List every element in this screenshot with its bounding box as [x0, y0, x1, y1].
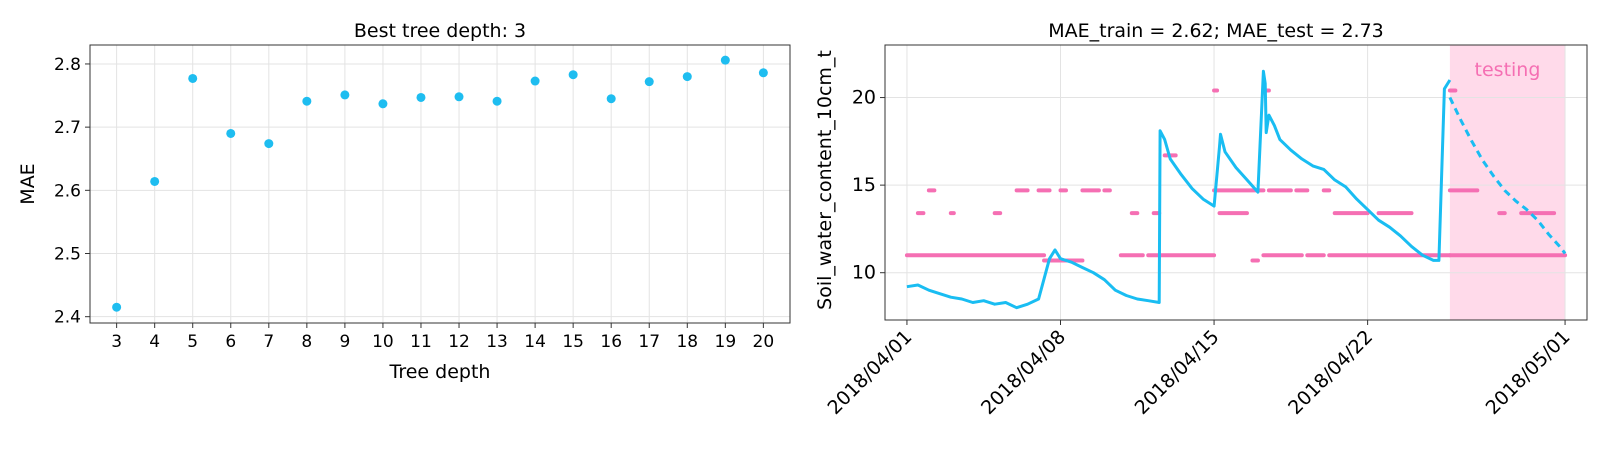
- mae-plot-frame: [89, 44, 791, 324]
- mae-point: [112, 302, 122, 312]
- mae-x-tick-label: 12: [448, 332, 470, 352]
- mae-point: [682, 72, 692, 82]
- mae-y-tick-label: 2.7: [54, 118, 81, 138]
- soil-x-tick-label: 2018/04/15: [1131, 326, 1224, 419]
- mae-point: [226, 128, 236, 138]
- mae-plot-area: [90, 45, 790, 323]
- mae-point: [302, 96, 312, 106]
- mae-point: [454, 92, 464, 102]
- mae-x-tick-label: 5: [187, 332, 198, 352]
- mae-y-axis-label: MAE: [17, 163, 39, 204]
- mae-point: [264, 139, 274, 149]
- mae-x-tick-label: 17: [638, 332, 660, 352]
- soil-x-tick-label: 2018/04/01: [823, 326, 916, 419]
- testing-region: [1449, 45, 1566, 320]
- soil-chart-title: MAE_train = 2.62; MAE_test = 2.73: [1048, 20, 1384, 42]
- mae-point: [606, 94, 616, 104]
- mae-x-tick-label: 13: [486, 332, 508, 352]
- mae-point: [530, 76, 540, 86]
- testing-label: testing: [1475, 59, 1541, 81]
- mae-x-tick-label: 10: [372, 332, 394, 352]
- mae-x-tick-label: 8: [301, 332, 312, 352]
- mae-x-tick-label: 6: [225, 332, 236, 352]
- mae-x-tick-label: 3: [111, 332, 122, 352]
- mae-x-tick-label: 14: [524, 332, 546, 352]
- mae-point: [720, 55, 730, 65]
- mae-x-tick-label: 4: [149, 332, 160, 352]
- mae-x-tick-label: 15: [562, 332, 584, 352]
- soil-water-chart: 2018/04/01 2018/04/08 2018/04/15 2018/04/22…: [814, 20, 1588, 419]
- mae-point: [416, 92, 426, 102]
- mae-x-tick-label: 16: [600, 332, 622, 352]
- mae-point: [378, 99, 388, 109]
- mae-chart-title: Best tree depth: 3: [354, 20, 526, 42]
- mae-y-tick-label: 2.5: [54, 245, 81, 265]
- mae-x-tick-label: 9: [339, 332, 350, 352]
- mae-point: [150, 176, 160, 186]
- mae-x-tick-label: 11: [410, 332, 432, 352]
- mae-point: [340, 90, 350, 100]
- mae-x-axis-label: Tree depth: [389, 361, 491, 383]
- mae-vs-depth-chart: 3 4 5 6 7 8 9 10 11 12 13 14 15 16 17 18 19 20 2.4 2.5 2.6 2.…: [17, 20, 791, 383]
- soil-x-tick-label: 2018/04/22: [1284, 326, 1377, 419]
- mae-x-tick-label: 18: [676, 332, 698, 352]
- mae-point: [188, 73, 198, 83]
- soil-y-tick-label: 10: [852, 262, 876, 284]
- mae-point: [644, 77, 654, 87]
- mae-x-tick-label: 19: [715, 332, 737, 352]
- observed-line: [906, 69, 1452, 310]
- soil-y-tick-label: 15: [852, 174, 876, 196]
- mae-x-tick-label: 20: [753, 332, 775, 352]
- soil-plot-frame: [884, 44, 1588, 321]
- mae-y-tick-label: 2.8: [54, 55, 81, 75]
- mae-y-tick-label: 2.6: [54, 181, 81, 201]
- mae-point: [758, 68, 768, 78]
- soil-y-axis-label: Soil_water_content_10cm_t: [814, 50, 836, 310]
- mae-y-tick-label: 2.4: [54, 308, 81, 328]
- mae-x-tick-label: 7: [263, 332, 274, 352]
- soil-x-tick-label: 2018/05/01: [1482, 326, 1575, 419]
- test-observed-line: [1448, 96, 1567, 255]
- mae-point: [568, 70, 578, 80]
- soil-x-tick-label: 2018/04/08: [977, 326, 1070, 419]
- mae-point: [492, 96, 502, 106]
- soil-y-tick-label: 20: [852, 87, 876, 109]
